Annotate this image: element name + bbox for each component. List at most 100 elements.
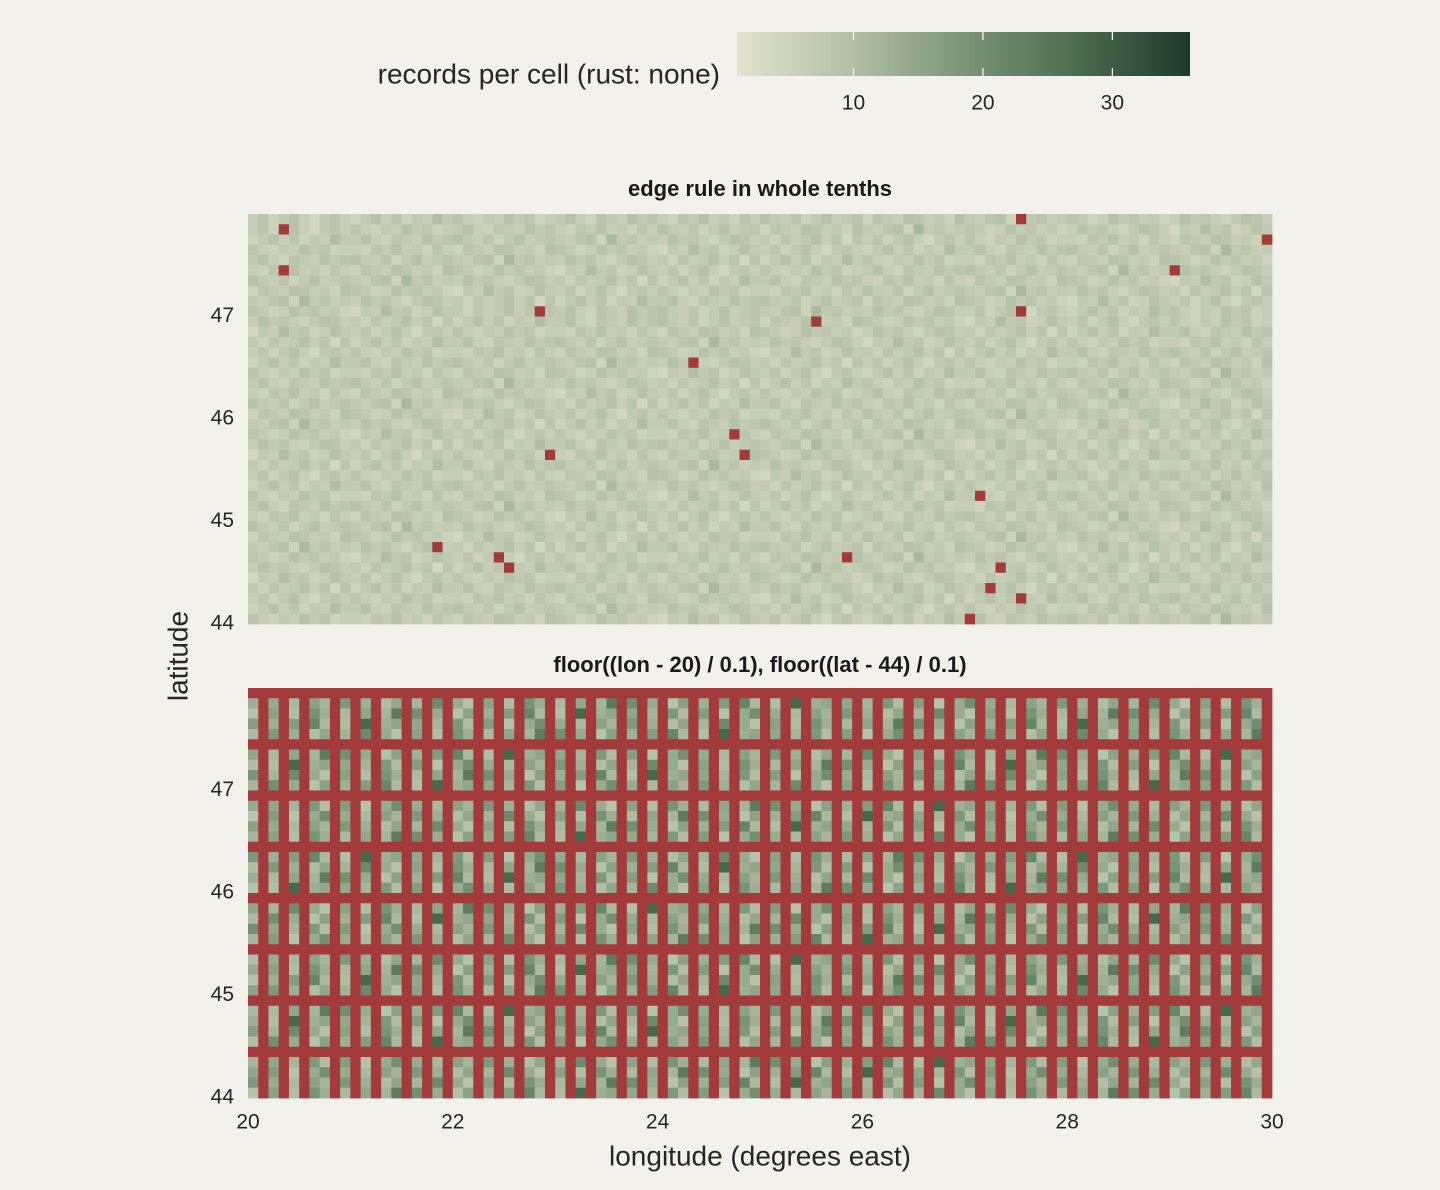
heatmap-cell — [1077, 326, 1089, 338]
heatmap-cell — [1159, 542, 1170, 553]
heatmap-cell — [514, 490, 525, 502]
heatmap-cell — [544, 708, 556, 720]
heatmap-cell — [483, 770, 495, 781]
heatmap-cell — [575, 326, 587, 338]
heatmap-cell — [1036, 285, 1048, 297]
heatmap-cell — [606, 770, 618, 781]
heatmap-cell — [493, 408, 505, 420]
heatmap-cell — [432, 552, 443, 563]
heatmap-cell — [985, 388, 996, 399]
heatmap-cell — [657, 285, 669, 297]
heatmap-cell — [770, 388, 781, 399]
heatmap-cell — [299, 770, 310, 781]
heatmap-cell — [1200, 224, 1211, 235]
heatmap-cell — [585, 501, 597, 512]
heatmap-cell — [504, 490, 515, 502]
heatmap-cell — [504, 562, 515, 574]
heatmap-cell — [473, 408, 484, 420]
heatmap-cell — [882, 531, 894, 543]
heatmap-cell — [606, 759, 618, 771]
heatmap-cell — [555, 749, 566, 761]
heatmap-cell — [1179, 759, 1191, 771]
heatmap-cell — [370, 419, 382, 430]
heatmap-cell — [452, 780, 464, 791]
heatmap-cell — [975, 357, 986, 369]
heatmap-cell — [299, 214, 310, 225]
heatmap-cell — [688, 613, 699, 625]
heatmap-cell — [975, 388, 986, 399]
heatmap-cell — [401, 698, 413, 709]
heatmap-cell — [1077, 501, 1089, 512]
heatmap-cell — [1231, 521, 1242, 533]
heatmap-cell — [411, 326, 423, 338]
heatmap-cell — [1118, 749, 1130, 761]
heatmap-cell — [954, 688, 966, 699]
heatmap-cell — [391, 708, 402, 720]
heatmap-cell — [903, 419, 914, 430]
heatmap-cell — [565, 378, 577, 389]
heatmap-cell — [463, 490, 474, 502]
heatmap-cell — [248, 613, 259, 625]
heatmap-cell — [770, 490, 781, 502]
heatmap-cell — [739, 316, 751, 328]
heatmap-cell — [698, 265, 710, 276]
heatmap-cell — [381, 316, 392, 328]
heatmap-cell — [708, 408, 720, 420]
heatmap-cell — [698, 718, 710, 730]
heatmap-cell — [1261, 357, 1273, 369]
heatmap-cell — [360, 265, 372, 276]
heatmap-cell — [319, 749, 331, 761]
heatmap-cell — [1118, 378, 1130, 389]
heatmap-cell — [954, 542, 966, 553]
heatmap-cell — [1005, 688, 1017, 699]
heatmap-cell — [708, 531, 720, 543]
heatmap-cell — [575, 749, 587, 761]
heatmap-cell — [1159, 408, 1170, 420]
heatmap-cell — [995, 255, 1007, 266]
heatmap-cell — [350, 501, 362, 512]
heatmap-cell — [1077, 531, 1089, 543]
heatmap-cell — [1251, 698, 1263, 709]
heatmap-cell — [504, 470, 515, 481]
heatmap-cell — [411, 501, 423, 512]
heatmap-cell — [350, 214, 362, 225]
heatmap-cell — [606, 780, 618, 791]
heatmap-cell — [268, 224, 280, 235]
heatmap-cell — [913, 398, 925, 410]
heatmap-cell — [1036, 583, 1048, 594]
heatmap-cell — [616, 708, 628, 720]
heatmap-cell — [1128, 749, 1140, 761]
heatmap-cell — [616, 542, 628, 553]
heatmap-cell — [749, 398, 761, 410]
heatmap-cell — [1097, 603, 1109, 615]
heatmap-cell — [770, 603, 781, 615]
heatmap-cell — [1159, 214, 1170, 225]
heatmap-cell — [565, 688, 577, 699]
heatmap-cell — [340, 583, 351, 594]
heatmap-cell — [585, 531, 597, 543]
heatmap-cell — [1097, 552, 1109, 563]
heatmap-cell — [708, 357, 720, 369]
heatmap-cell — [657, 572, 669, 584]
heatmap-cell — [575, 408, 587, 420]
heatmap-cell — [882, 388, 894, 399]
heatmap-cell — [1005, 275, 1017, 287]
heatmap-cell — [749, 388, 761, 399]
heatmap-cell — [483, 708, 495, 720]
heatmap-cell — [913, 460, 925, 471]
heatmap-cell — [975, 296, 986, 307]
heatmap-cell — [923, 729, 935, 740]
heatmap-cell — [1149, 378, 1160, 389]
heatmap-cell — [647, 718, 658, 730]
heatmap-cell — [1159, 429, 1170, 440]
heatmap-cell — [616, 552, 628, 563]
heatmap-cell — [647, 542, 658, 553]
heatmap-cell — [1241, 729, 1252, 740]
heatmap-cell — [657, 378, 669, 389]
heatmap-cell — [647, 780, 658, 791]
heatmap-cell — [401, 357, 413, 369]
heatmap-cell — [401, 244, 413, 256]
heatmap-cell — [964, 480, 976, 492]
heatmap-cell — [381, 408, 392, 420]
heatmap-cell — [329, 780, 341, 791]
